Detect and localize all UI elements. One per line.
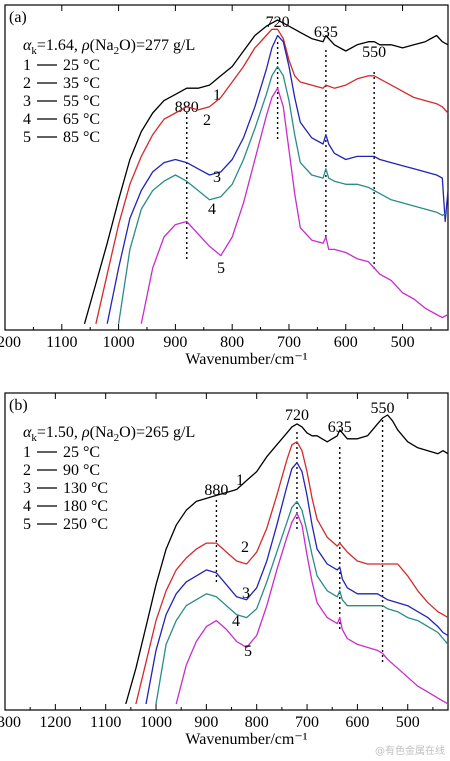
series-line-4 — [155, 500, 449, 705]
x-tick-label: 1200 — [0, 334, 21, 351]
series-line-4 — [117, 65, 449, 324]
series-line-3 — [145, 462, 449, 705]
x-tick-label: 500 — [396, 714, 420, 731]
legend-label: 90 °C — [63, 462, 100, 479]
curve-label: 5 — [217, 260, 225, 277]
plot-frame — [4, 4, 449, 331]
x-tick-label: 1000 — [103, 334, 135, 351]
series-line-1 — [83, 19, 449, 324]
peak-label: 880 — [204, 482, 228, 499]
x-tick-label: 600 — [345, 714, 369, 731]
x-tick-label: 700 — [277, 334, 301, 351]
curve-label: 1 — [236, 472, 244, 489]
peak-label: 550 — [371, 400, 395, 417]
series-line-2 — [135, 441, 449, 705]
panel-b: 1300 1200 1100 1000 900 800 700 600 500 Wavenumbe… — [0, 392, 449, 748]
legend-label: 180 °C — [63, 498, 108, 515]
x-axis-label: Wavenumber/cm⁻¹ — [185, 731, 307, 748]
panel-label: (a) — [9, 9, 27, 26]
legend-label: 65 °C — [63, 111, 100, 128]
legend-number: 1 — [23, 57, 31, 74]
panel-label: (b) — [9, 397, 28, 414]
curve-label: 1 — [213, 87, 221, 104]
legend-label: 250 °C — [63, 516, 108, 533]
x-tick-label: 1200 — [39, 714, 71, 731]
curve-label: 3 — [213, 169, 221, 186]
x-axis-label: Wavenumber/cm⁻¹ — [185, 351, 307, 368]
x-tick-label: 700 — [295, 714, 319, 731]
curve-label: 5 — [244, 643, 252, 660]
legend-label: 25 °C — [63, 57, 100, 74]
legend-number: 3 — [23, 480, 31, 497]
x-tick-label: 1000 — [140, 714, 172, 731]
peak-label: 550 — [362, 44, 386, 61]
series-line-3 — [106, 34, 449, 324]
legend-label: 130 °C — [63, 480, 108, 497]
curve-label: 2 — [241, 539, 249, 556]
legend-number: 4 — [23, 498, 31, 515]
legend-label: 55 °C — [63, 93, 100, 110]
peak-label: 720 — [285, 407, 309, 424]
legend-number: 4 — [23, 111, 31, 128]
legend-label: 85 °C — [63, 129, 100, 146]
legend-number: 2 — [23, 462, 31, 479]
series-line-1 — [125, 414, 449, 705]
series-line-2 — [95, 28, 449, 324]
x-tick-label: 1100 — [90, 714, 121, 731]
x-tick-label: 600 — [334, 334, 358, 351]
x-tick-label: 1300 — [0, 714, 21, 731]
series-line-5 — [140, 87, 449, 324]
legend-number: 2 — [23, 75, 31, 92]
legend-label: 25 °C — [63, 444, 100, 461]
curve-label: 4 — [232, 613, 240, 630]
condition-text: αk=1.50, ρ(Na2O)=265 g/L — [23, 424, 195, 444]
legend-number: 5 — [23, 129, 31, 146]
plot-frame — [4, 392, 449, 711]
curve-label: 4 — [208, 201, 216, 218]
x-tick-label: 900 — [163, 334, 187, 351]
legend-label: 35 °C — [63, 75, 100, 92]
panel-a: 1200 1100 1000 900 800 700 600 500 Wavenumber/cm… — [0, 4, 449, 368]
legend-number: 1 — [23, 444, 31, 461]
x-tick-label: 900 — [194, 714, 218, 731]
watermark-text: @有色金属在线 — [375, 744, 445, 757]
x-tick-label: 800 — [220, 334, 244, 351]
series-line-5 — [175, 512, 449, 705]
peak-label: 720 — [266, 14, 290, 31]
curve-label: 3 — [242, 585, 250, 602]
legend-number: 3 — [23, 93, 31, 110]
x-tick-label: 500 — [391, 334, 415, 351]
x-tick-label: 1100 — [46, 334, 77, 351]
curve-label: 2 — [203, 112, 211, 129]
legend-number: 5 — [23, 516, 31, 533]
condition-text: αk=1.64, ρ(Na2O)=277 g/L — [23, 37, 195, 57]
peak-label: 635 — [314, 24, 338, 41]
x-tick-label: 800 — [245, 714, 269, 731]
peak-label: 635 — [328, 419, 352, 436]
